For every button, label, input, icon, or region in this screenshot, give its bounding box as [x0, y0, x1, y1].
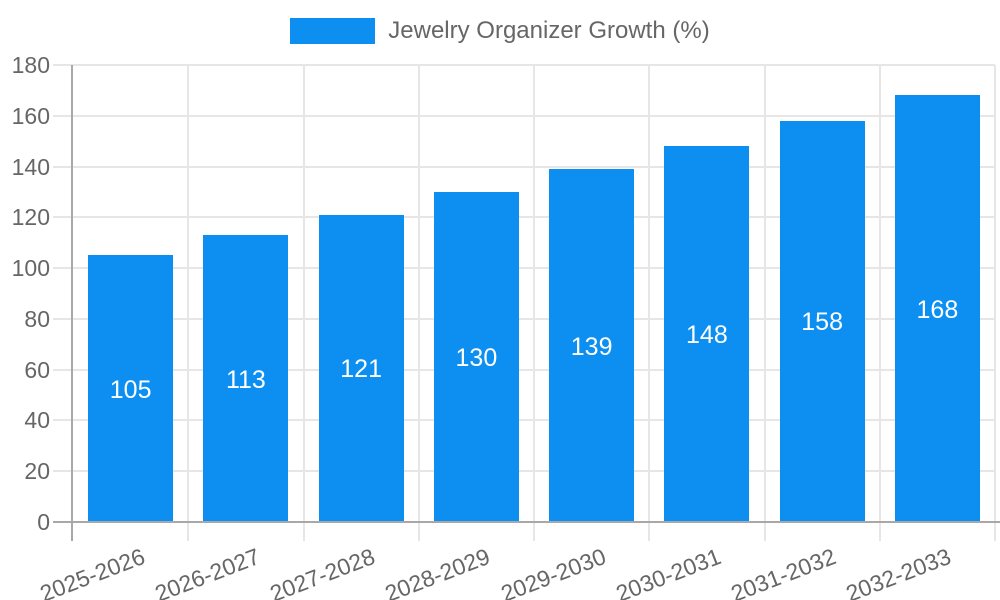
y-axis-line	[71, 65, 73, 541]
x-tick-label: 2027-2028	[266, 543, 379, 600]
bar[interactable]	[203, 235, 289, 522]
gridline-horizontal	[53, 470, 995, 473]
bar-value-label: 105	[109, 375, 152, 404]
gridline-horizontal	[53, 419, 995, 422]
legend-label: Jewelry Organizer Growth (%)	[388, 17, 710, 44]
x-tick-label: 2030-2031	[612, 543, 725, 600]
bar-value-label: 148	[686, 321, 728, 350]
gridline-horizontal	[53, 267, 995, 270]
y-tick-label: 80	[24, 305, 50, 332]
x-tick-label: 2032-2033	[842, 543, 955, 600]
gridline-horizontal	[53, 64, 995, 66]
x-tick-label: 2025-2026	[35, 543, 148, 600]
x-tick-label: 2029-2030	[496, 543, 609, 600]
gridline-horizontal	[53, 368, 995, 371]
y-tick-label: 60	[24, 356, 50, 383]
x-tick-label: 2026-2027	[151, 543, 264, 600]
y-tick-label: 160	[11, 102, 50, 129]
bar-value-label: 158	[801, 308, 843, 337]
y-tick-label: 180	[11, 52, 50, 78]
bar-value-label: 121	[340, 355, 382, 384]
bar-value-label: 113	[225, 365, 266, 394]
gridline-horizontal	[53, 216, 995, 219]
y-tick-label: 40	[24, 407, 50, 434]
gridline-vertical	[878, 65, 881, 541]
y-tick-label: 0	[37, 509, 50, 535]
gridline-vertical	[648, 65, 651, 541]
bar[interactable]	[894, 95, 980, 522]
gridline-vertical	[533, 65, 535, 541]
bar-value-label: 130	[455, 343, 498, 372]
x-tick-label: 2031-2032	[727, 543, 840, 600]
bar[interactable]	[779, 120, 865, 522]
bar-value-label: 139	[570, 332, 613, 361]
gridline-vertical	[302, 65, 305, 541]
gridline-vertical	[994, 65, 996, 541]
y-tick-label: 120	[11, 204, 50, 231]
gridline-horizontal	[53, 114, 995, 117]
gridline-vertical	[417, 65, 420, 541]
y-tick-label: 20	[24, 458, 50, 485]
bar[interactable]	[433, 191, 519, 522]
x-tick-label: 2028-2029	[381, 543, 494, 600]
y-tick-label: 100	[11, 255, 50, 282]
bar[interactable]	[549, 169, 635, 522]
bar[interactable]	[88, 255, 174, 522]
gridline-vertical	[763, 65, 766, 541]
bar[interactable]	[664, 146, 750, 522]
chart-legend[interactable]: Jewelry Organizer Growth (%)	[0, 17, 1000, 45]
gridline-horizontal	[53, 317, 995, 320]
legend-swatch-icon	[290, 18, 376, 44]
y-tick-label: 140	[11, 153, 50, 180]
x-axis-line	[53, 521, 1000, 523]
bar-value-label: 168	[916, 295, 959, 324]
gridline-vertical	[187, 65, 190, 541]
gridline-horizontal	[53, 165, 995, 168]
bar[interactable]	[318, 214, 404, 522]
